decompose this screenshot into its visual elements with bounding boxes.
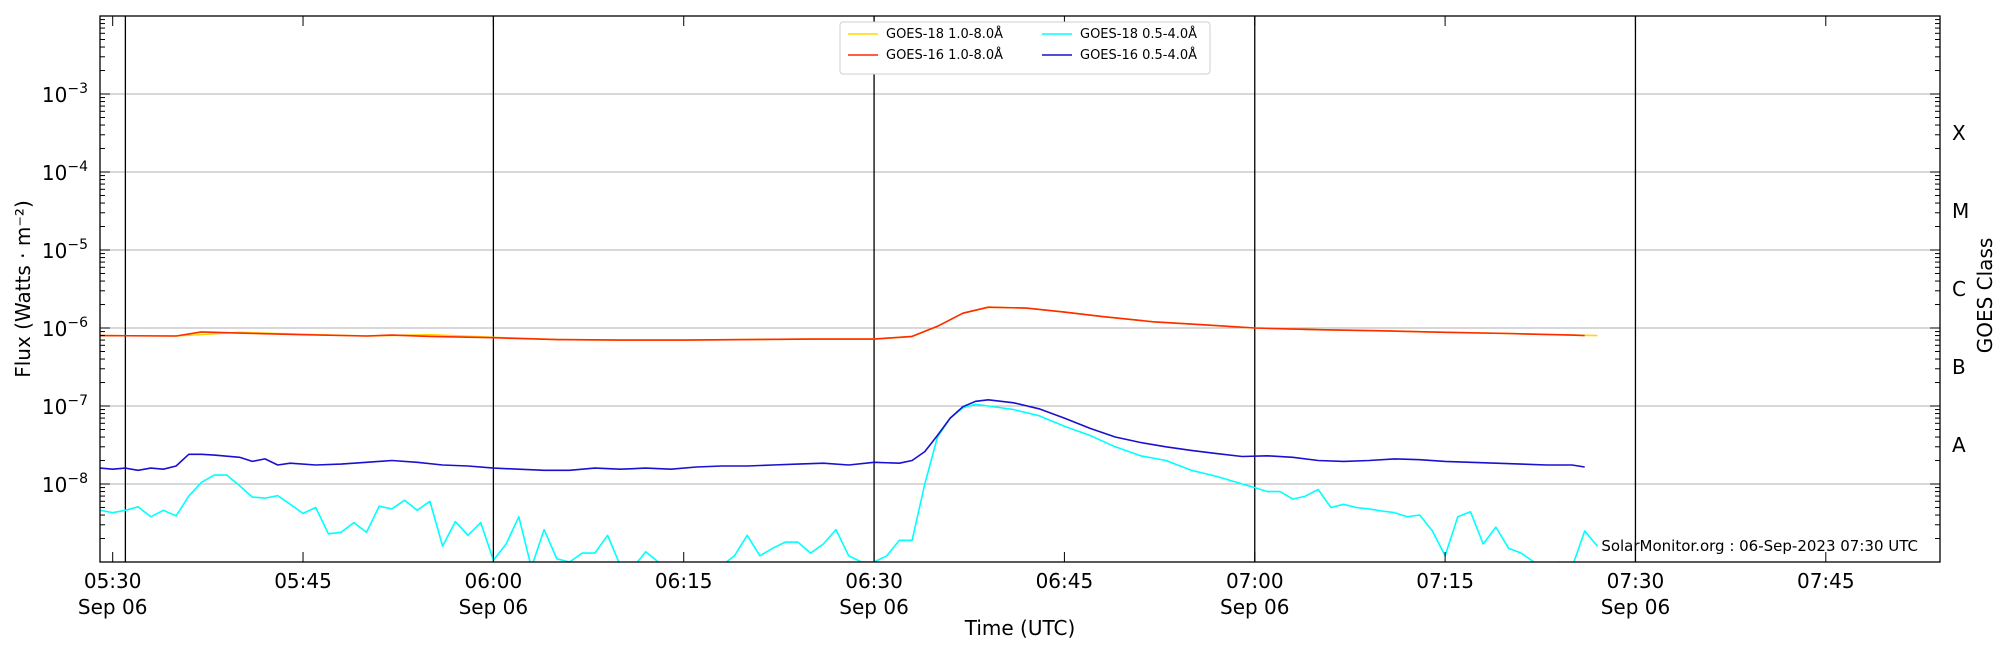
goes-class-label: X [1952,121,1966,145]
x-tick-label: 06:00 [465,569,523,593]
y-tick-label: 10−6 [42,315,88,341]
x-tick-label: 05:30 [84,569,142,593]
x-tick-label: 06:30 [845,569,903,593]
legend-label: GOES-18 1.0-8.0Å [886,26,1003,42]
legend-label: GOES-16 1.0-8.0Å [886,47,1003,63]
y-tick-labels: 10−8 10−7 10−6 10−5 10−4 10−3 [42,81,88,497]
x-axis-title: Time (UTC) [964,616,1076,640]
goes-class-label: B [1952,355,1966,379]
x-tick-label: 06:15 [655,569,713,593]
y-tick-label: 10−8 [42,471,88,497]
series-line-g16_short [100,398,1585,472]
goes-class-labels: A B C M X [1952,121,1969,457]
x-tick-date: Sep 06 [1220,595,1290,619]
right-axis-title: GOES Class [1973,238,1997,354]
x-tick-label: 07:15 [1416,569,1474,593]
series-line-g16_long [100,306,1585,341]
credit-text: SolarMonitor.org : 06-Sep-2023 07:30 UTC [1601,537,1918,555]
x-tick-label: 07:30 [1607,569,1665,593]
legend-box [839,21,1211,75]
goes-class-label: M [1952,199,1969,223]
x-tick-date: Sep 06 [1601,595,1671,619]
plot-frame [99,15,1941,563]
y-tick-label: 10−5 [42,237,88,263]
axis-ticks [100,16,1940,563]
y-tick-label: 10−4 [42,159,88,185]
legend-label: GOES-18 0.5-4.0Å [1080,26,1197,42]
legend-label: GOES-16 0.5-4.0Å [1080,47,1197,63]
y-axis-title: Flux (Watts · m⁻²) [11,200,35,378]
grid-lines [100,93,1940,485]
goes-class-label: C [1952,277,1966,301]
plot-series [100,306,1599,562]
series-line-g18_short [100,403,1599,562]
y-tick-label: 10−7 [42,393,88,419]
goes-class-label: A [1952,433,1966,457]
x-tick-label: 07:00 [1226,569,1284,593]
x-tick-label: 07:45 [1797,569,1855,593]
time-markers [124,16,1637,562]
y-tick-label: 10−3 [42,81,88,107]
legend: GOES-18 1.0-8.0Å GOES-16 1.0-8.0Å GOES-18 … [839,21,1211,75]
x-tick-label: 05:45 [274,569,332,593]
x-tick-date: Sep 06 [839,595,909,619]
x-tick-date: Sep 06 [459,595,529,619]
x-tick-label: 06:45 [1036,569,1094,593]
x-tick-date: Sep 06 [78,595,148,619]
